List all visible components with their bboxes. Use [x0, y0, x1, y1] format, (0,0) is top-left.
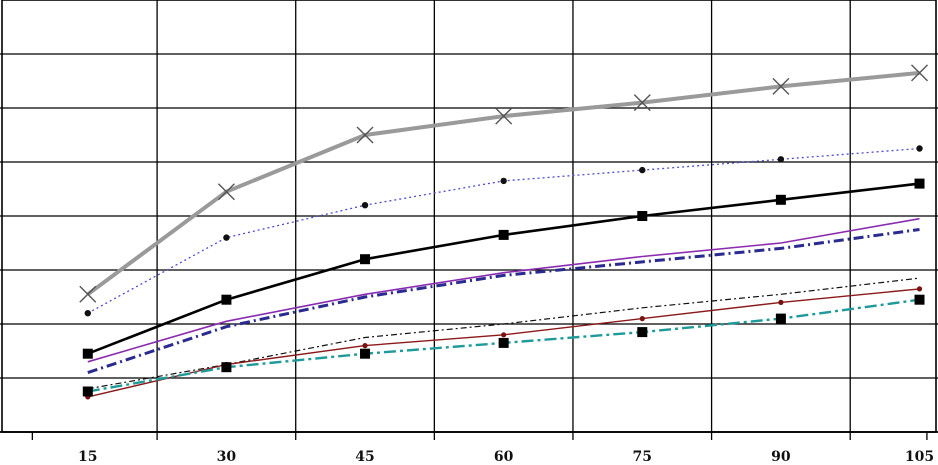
data-point-dot: [639, 166, 646, 174]
data-point-square: [775, 313, 786, 324]
data-point-dot: [362, 343, 368, 349]
series-3: [82, 178, 925, 359]
data-point-x-marker: [911, 64, 929, 82]
data-point-x-marker: [79, 285, 97, 303]
data-point-dot: [223, 234, 230, 241]
data-point-dot: [639, 316, 645, 322]
x-tick-label: 105: [905, 449, 934, 465]
data-point-square: [914, 178, 925, 189]
data-point-square: [775, 194, 786, 205]
data-point-square: [637, 327, 648, 338]
data-point-square: [221, 294, 232, 305]
data-point-square: [637, 211, 648, 221]
series-line: [87, 228, 920, 375]
series-5: [87, 228, 920, 375]
data-point-dot: [778, 299, 784, 305]
data-point-dot: [916, 145, 923, 152]
series-line: [87, 217, 920, 363]
series-8: [82, 294, 925, 397]
data-point-square: [498, 229, 509, 240]
data-point-square: [82, 386, 93, 397]
series-1: [79, 64, 929, 303]
x-axis-ticks: 15 30 45 60 75 90 105: [0, 431, 938, 465]
data-point-x-marker: [495, 107, 513, 125]
x-tick-label: 30: [217, 449, 237, 465]
series-line: [87, 182, 920, 355]
x-tick-label: 90: [771, 449, 791, 465]
data-point-x-marker: [633, 94, 651, 112]
data-point-square: [82, 348, 93, 359]
data-point-x-marker: [772, 77, 790, 95]
data-point-square: [221, 362, 232, 373]
data-point-x-marker: [217, 183, 235, 201]
data-point-dot: [916, 286, 923, 292]
data-point-square: [360, 348, 371, 359]
data-point-square: [360, 254, 371, 265]
series-4: [87, 217, 920, 363]
x-tick-label: 45: [355, 449, 374, 465]
data-point-dot: [84, 310, 91, 317]
x-tick-label: 60: [494, 449, 514, 465]
data-point-square: [498, 337, 509, 348]
data-point-dot: [777, 156, 785, 163]
x-tick-label: 75: [633, 449, 652, 465]
data-point-dot: [500, 177, 507, 185]
data-point-dot: [501, 332, 507, 338]
data-point-dot: [361, 202, 369, 209]
series-2: [84, 145, 923, 317]
grid: [0, 0, 938, 433]
data-point-square: [914, 294, 925, 305]
data-point-x-marker: [356, 126, 374, 144]
x-tick-label: 15: [78, 449, 97, 465]
series-layer: [79, 64, 929, 400]
